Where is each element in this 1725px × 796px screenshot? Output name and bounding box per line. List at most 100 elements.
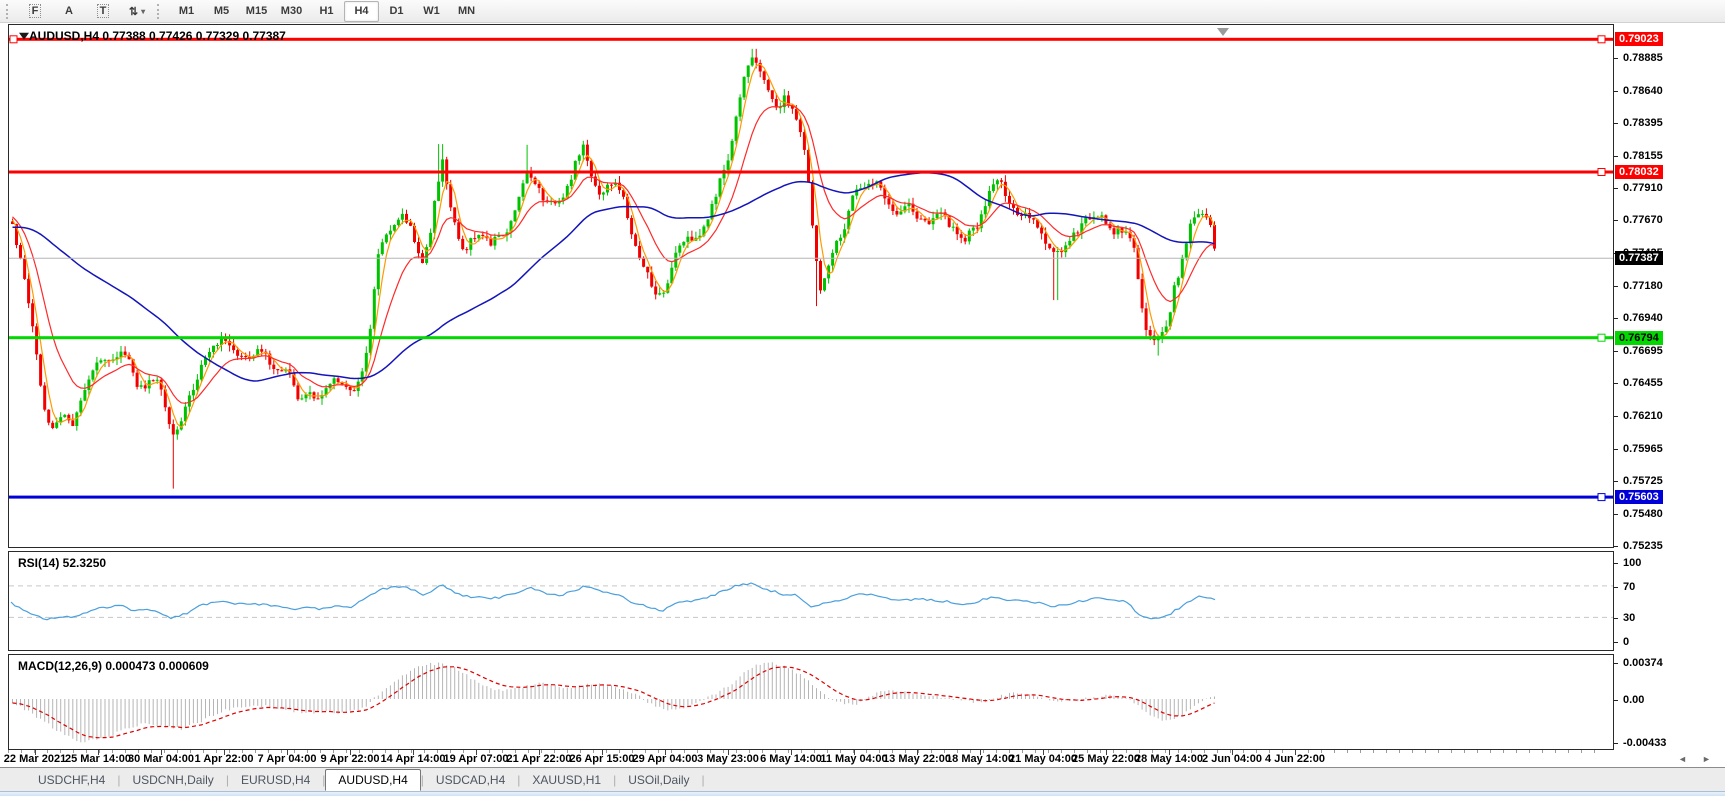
status-strip (0, 791, 1725, 796)
scroll-right-icon[interactable]: ► (1702, 754, 1711, 764)
price-tick: 0.76940 (1614, 312, 1663, 324)
rsi-tick-label: 30 (1623, 612, 1636, 624)
time-tick (350, 750, 351, 755)
level-price-badge: 0.79023 (1615, 32, 1663, 46)
price-tick: 0.77670 (1614, 214, 1663, 226)
toolbar-drag-handle[interactable] (157, 3, 164, 19)
chart-shift-marker-icon (1217, 28, 1229, 36)
time-axis-label: 19 Apr 07:00 (443, 753, 509, 765)
time-tick (728, 750, 729, 755)
time-axis-label: 2 Jun 04:00 (1202, 753, 1262, 765)
time-axis-label: 9 Apr 22:00 (320, 753, 380, 765)
chart-tab-usoil-daily[interactable]: USOil,Daily (628, 772, 690, 787)
macd-chart[interactable] (9, 655, 1613, 749)
timeframe-button-mn[interactable]: MN (457, 5, 476, 17)
price-tick-label: 0.78155 (1623, 150, 1663, 162)
time-tick (1043, 750, 1044, 755)
timeframe-button-w1[interactable]: W1 (423, 5, 440, 17)
macd-axis: 0.00374 0.00 -0.00433 (1614, 654, 1725, 750)
horizontal-level-line (9, 170, 1613, 174)
price-tick: 0.76695 (1614, 345, 1663, 357)
macd-tick-label: 0.00374 (1623, 657, 1663, 669)
time-axis[interactable]: 22 Mar 2021 25 Mar 14:00 30 Mar 04:00 1 Apr… (0, 750, 1725, 767)
time-tick (1232, 750, 1233, 755)
pointer-tools-icon: ⇅ (128, 5, 139, 18)
price-tick-label: 0.77180 (1623, 280, 1663, 292)
tick-mark (1614, 641, 1618, 643)
tab-separator: | (701, 772, 705, 787)
price-tick-label: 0.77670 (1623, 214, 1663, 226)
toolbar-drag-handle[interactable] (6, 3, 13, 19)
timeframe-button-m30[interactable]: M30 (280, 5, 303, 17)
rsi-tick-label: 0 (1623, 636, 1630, 648)
timeframe-button-h4[interactable]: H4 (344, 0, 379, 22)
timeframe-button-m5[interactable]: M5 (213, 5, 230, 17)
price-tick: 0.77180 (1614, 280, 1663, 292)
pointer-tools-icon[interactable]: ⇅ ▾ (120, 1, 154, 21)
time-axis-label: 22 Mar 2021 (3, 753, 67, 765)
time-tick (98, 750, 99, 755)
time-axis-label: 7 Apr 04:00 (257, 753, 317, 765)
rsi-tick: 100 (1614, 557, 1641, 569)
current-price-badge: 0.77387 (1615, 251, 1663, 265)
price-tick: 0.76210 (1614, 410, 1663, 422)
rsi-label: RSI(14) 52.3250 (18, 556, 107, 570)
dropdown-caret-icon: ▾ (141, 6, 146, 16)
main-chart-panel[interactable]: AUDUSD,H4 0.77388 0.77426 0.77329 0.7738… (8, 24, 1614, 548)
time-axis-label: 25 Mar 14:00 (64, 753, 132, 765)
chart-tab-usdcad-h4[interactable]: USDCAD,H4 (435, 772, 506, 787)
time-axis-label: 13 May 22:00 (883, 753, 951, 765)
templates-icon[interactable]: F (18, 1, 52, 21)
price-tick: 0.78155 (1614, 150, 1663, 162)
price-tick-label: 0.76695 (1623, 345, 1663, 357)
macd-signal-line (12, 666, 1215, 739)
timeframe-button-m15[interactable]: M15 (245, 5, 268, 17)
candlestick-chart[interactable] (9, 25, 1613, 547)
time-tick (224, 750, 225, 755)
font-icon[interactable]: A (52, 1, 86, 21)
rsi-indicator-panel[interactable]: RSI(14) 52.3250 (8, 551, 1614, 651)
level-price-badge: 0.75603 (1615, 490, 1663, 504)
time-axis-label: 21 May 04:00 (1009, 753, 1077, 765)
chart-tab-audusd-h4[interactable]: AUDUSD,H4 (325, 768, 421, 791)
price-axis[interactable]: 0.78885 0.78640 0.78395 0.78155 0.77910 0.776… (1614, 24, 1725, 552)
macd-tick-label: -0.00433 (1623, 737, 1667, 749)
price-tick: 0.78395 (1614, 117, 1663, 129)
line-handle (1597, 493, 1606, 502)
tick-mark (1614, 699, 1618, 701)
line-handle (1597, 168, 1606, 176)
chart-tab-usdcnh-daily[interactable]: USDCNH,Daily (132, 772, 214, 787)
time-axis-label: 21 Apr 22:00 (506, 753, 572, 765)
price-tick-label: 0.75235 (1623, 540, 1663, 552)
time-axis-label: 4 Jun 22:00 (1265, 753, 1325, 765)
symbol-marker-icon (19, 32, 29, 40)
timeframe-button-m1[interactable]: M1 (178, 5, 195, 17)
price-tick-label: 0.75480 (1623, 508, 1663, 520)
tick-mark (1614, 545, 1618, 547)
price-tick-label: 0.76940 (1623, 312, 1663, 324)
tick-mark (1614, 317, 1618, 319)
timeframe-button-h1[interactable]: H1 (319, 5, 334, 17)
time-tick (854, 750, 855, 755)
scroll-left-icon[interactable]: ◄ (1678, 754, 1687, 764)
time-tick (665, 750, 666, 755)
chart-tab-usdchf-h4[interactable]: USDCHF,H4 (38, 772, 106, 787)
time-axis-label: 11 May 04:00 (820, 753, 888, 765)
text-label-icon[interactable]: T (86, 1, 120, 21)
rsi-tick-label: 100 (1623, 557, 1642, 569)
chart-tab-eurusd-h4[interactable]: EURUSD,H4 (240, 772, 311, 787)
price-tick: 0.77910 (1614, 182, 1663, 194)
price-tick: 0.75725 (1614, 475, 1663, 487)
horizontal-level-line (9, 37, 1613, 41)
time-tick (413, 750, 414, 755)
rsi-chart[interactable] (9, 552, 1613, 650)
time-axis-label: 18 May 14:00 (946, 753, 1014, 765)
font-icon: A (65, 5, 73, 17)
macd-indicator-panel[interactable]: MACD(12,26,9) 0.000473 0.000609 (8, 654, 1614, 750)
line-handle (1597, 35, 1606, 44)
time-axis-label: 29 Apr 04:00 (632, 753, 698, 765)
chart-tab-xauusd-h1[interactable]: XAUUSD,H1 (532, 772, 602, 787)
tick-mark (1614, 662, 1618, 664)
timeframe-button-d1[interactable]: D1 (389, 5, 404, 17)
